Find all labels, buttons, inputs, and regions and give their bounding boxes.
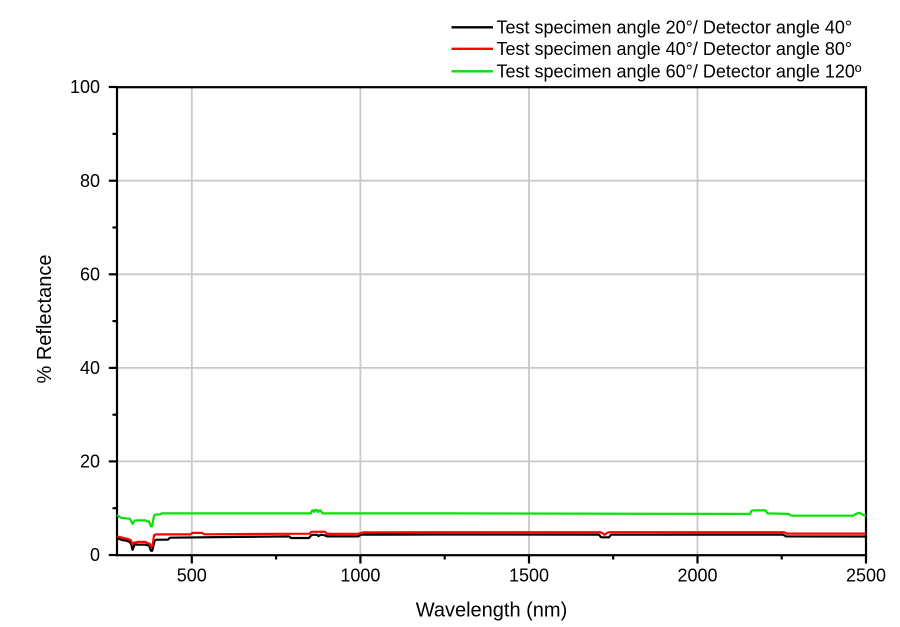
svg-text:500: 500 [177,566,207,586]
svg-text:% Reflectance: % Reflectance [34,255,56,384]
svg-text:Wavelength (nm): Wavelength (nm) [416,599,568,621]
svg-text:40: 40 [80,358,100,378]
svg-text:60: 60 [80,265,100,285]
svg-text:Test specimen angle 60°/ Detec: Test specimen angle 60°/ Detector angle … [497,62,862,82]
svg-text:1000: 1000 [340,566,380,586]
svg-text:20: 20 [80,452,100,472]
svg-text:2500: 2500 [846,566,886,586]
svg-text:2000: 2000 [677,566,717,586]
svg-text:Test specimen angle 40°/ Detec: Test specimen angle 40°/ Detector angle … [497,39,853,59]
svg-text:Test specimen angle 20°/ Detec: Test specimen angle 20°/ Detector angle … [497,18,853,38]
svg-text:1500: 1500 [509,566,549,586]
svg-text:0: 0 [90,545,100,565]
svg-text:80: 80 [80,171,100,191]
svg-text:100: 100 [70,77,100,97]
